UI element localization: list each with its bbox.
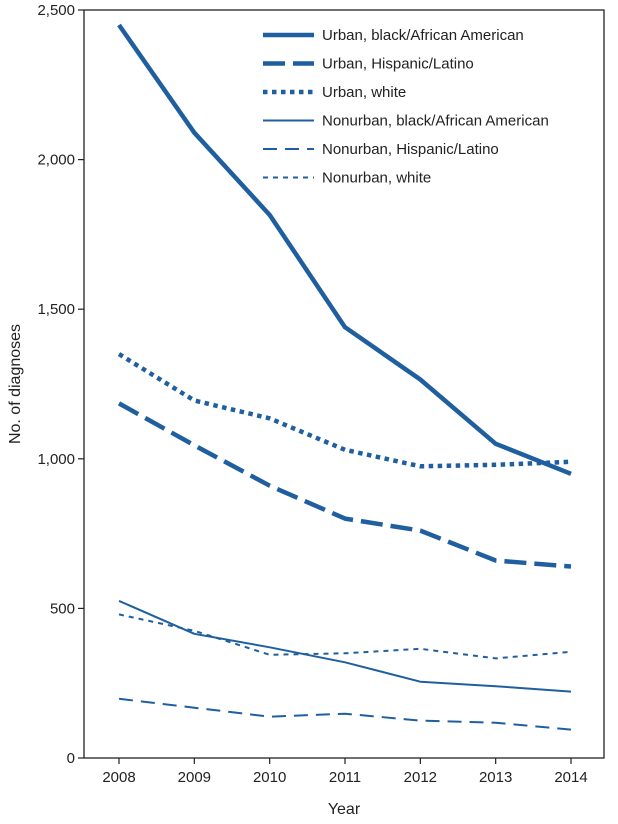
legend-label: Nonurban, white bbox=[322, 170, 431, 187]
y-tick-label: 2,500 bbox=[37, 2, 75, 19]
legend-label: Nonurban, black/African American bbox=[322, 113, 549, 130]
y-axis-title: No. of diagnoses bbox=[7, 324, 24, 444]
legend-label: Nonurban, Hispanic/Latino bbox=[322, 141, 499, 158]
series-lines bbox=[117, 23, 572, 731]
x-tick-label: 2008 bbox=[102, 769, 135, 786]
legend: Urban, black/African American Urban, Hisp… bbox=[263, 27, 549, 187]
legend-label: Urban, white bbox=[322, 84, 406, 101]
y-tick-label: 2,000 bbox=[37, 152, 75, 169]
series-line bbox=[118, 613, 572, 660]
x-tick-label: 2013 bbox=[479, 769, 512, 786]
x-tick-label: 2012 bbox=[404, 769, 437, 786]
plot-frame bbox=[83, 9, 605, 759]
y-tick-label: 1,000 bbox=[37, 451, 75, 468]
series-line bbox=[118, 599, 572, 693]
series-line bbox=[118, 697, 572, 731]
y-tick-label: 500 bbox=[50, 600, 75, 617]
x-tick-label: 2011 bbox=[329, 769, 361, 786]
legend-label: Urban, black/African American bbox=[322, 27, 524, 44]
legend-label: Urban, Hispanic/Latino bbox=[322, 56, 474, 73]
y-tick-label: 1,500 bbox=[37, 301, 75, 318]
y-tick-label: 0 bbox=[67, 750, 75, 767]
series-line bbox=[117, 352, 572, 469]
y-axis: 0 500 1,000 1,500 2,000 2,500 bbox=[37, 2, 84, 767]
series-line bbox=[117, 401, 572, 569]
x-axis: 2008 2009 2010 2011 2012 2013 2014 bbox=[102, 758, 588, 786]
series-line bbox=[117, 23, 572, 476]
x-axis-title: Year bbox=[328, 801, 361, 818]
x-tick-label: 2010 bbox=[253, 769, 286, 786]
x-tick-label: 2009 bbox=[178, 769, 211, 786]
x-tick-label: 2014 bbox=[554, 769, 587, 786]
